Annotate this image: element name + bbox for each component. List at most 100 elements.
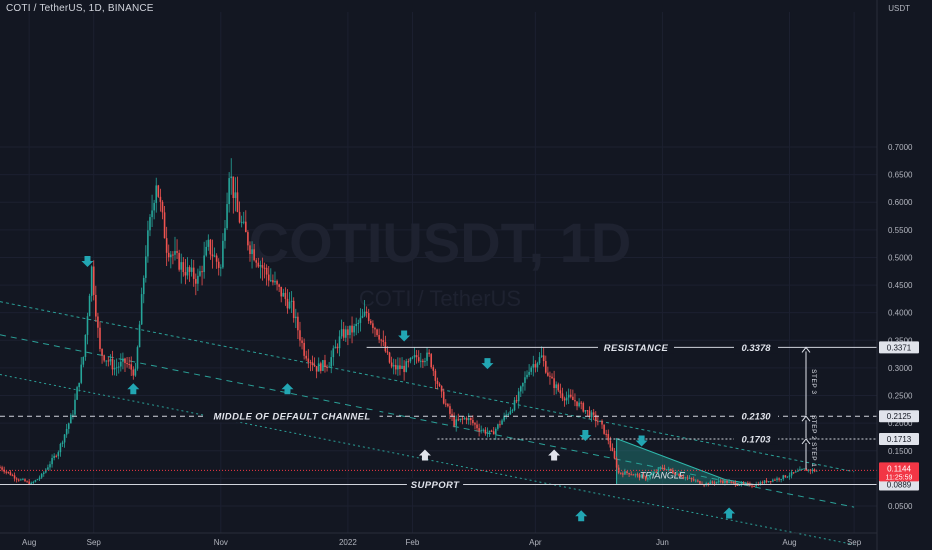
candle-body: [51, 458, 53, 465]
candle-body: [349, 325, 351, 336]
level-price-tag: [879, 410, 919, 423]
candle-body: [299, 330, 301, 341]
step-bracket-arrowhead: [801, 346, 811, 353]
support-label-bg: [406, 478, 464, 491]
candle-body: [615, 458, 618, 468]
candle-body: [120, 361, 122, 367]
candle-body: [165, 238, 168, 253]
candle-body: [474, 423, 476, 425]
candle-body: [678, 473, 680, 477]
axis-unit: USDT: [888, 4, 910, 13]
candle-body: [178, 252, 180, 270]
candle-body: [261, 265, 264, 268]
candle-body: [628, 472, 630, 475]
candle-body: [74, 399, 76, 415]
candle-body: [226, 204, 228, 229]
resistance-value-label: 0.3378: [741, 343, 771, 354]
candle-body: [384, 341, 387, 352]
middle-value-bg: [734, 410, 778, 423]
candle-body: [32, 481, 35, 483]
candle-body: [419, 360, 422, 362]
candle-body: [505, 414, 508, 416]
candle-body: [728, 481, 730, 483]
candle-body: [574, 400, 576, 402]
candle-body: [786, 476, 789, 478]
candle-body: [232, 176, 235, 199]
candle-body: [49, 464, 51, 468]
candle-body: [413, 355, 416, 358]
candle-body: [515, 400, 518, 402]
candle-body: [367, 313, 370, 321]
candle-body: [257, 262, 260, 267]
candle-body: [132, 369, 135, 376]
candle-body: [811, 469, 814, 471]
candle-body: [794, 471, 797, 473]
candle-body: [722, 481, 724, 483]
candle-body: [80, 364, 83, 383]
last-price-value: 0.1144: [887, 464, 911, 473]
time-axis[interactable]: Aug Sep Nov 2022 Feb Apr Jun Aug Sep: [0, 532, 877, 547]
candle-body: [609, 440, 612, 448]
time-tick-label: Sep: [847, 538, 862, 547]
candle-body: [547, 372, 549, 376]
level-price-tag-text: 0.3371: [887, 343, 912, 352]
arrow-up-icon: [418, 449, 431, 461]
price-axis[interactable]: 0.05000.10000.15000.20000.25000.30000.35…: [876, 0, 919, 550]
candle-body: [111, 359, 114, 370]
candle-body: [469, 418, 472, 421]
time-tick-label: Feb: [406, 538, 420, 547]
candle-body: [270, 280, 272, 282]
candle-body: [138, 324, 141, 348]
candle-body: [72, 414, 74, 416]
candle-body: [626, 471, 628, 473]
candle-body: [730, 481, 732, 483]
candle-body: [572, 396, 574, 401]
candle-body: [769, 481, 772, 483]
candle-body: [353, 326, 355, 333]
candle-body: [286, 298, 289, 309]
candle-body: [203, 255, 205, 273]
candle-body: [592, 412, 595, 415]
candle-body: [259, 265, 262, 267]
level-price-tag-text: 0.0889: [887, 481, 912, 490]
candle-body: [569, 394, 572, 397]
candle-body: [372, 323, 374, 328]
candle-body: [807, 469, 810, 471]
time-tick-label: Apr: [529, 538, 542, 547]
candle-body: [799, 469, 801, 471]
price-tick-label: 0.0500: [888, 502, 913, 511]
price-tick-label: 0.4500: [888, 281, 913, 290]
candle-body: [540, 355, 543, 358]
candle-body: [161, 201, 164, 213]
candle-body: [11, 475, 14, 477]
watermark-sub: COTI / TetherUS: [359, 286, 521, 311]
candle-body: [101, 348, 103, 356]
candle-body: [309, 362, 312, 364]
candle-body: [5, 471, 8, 473]
candle-body: [388, 352, 391, 363]
candle-body: [151, 210, 153, 218]
candle-body: [467, 418, 470, 421]
candle-body: [805, 468, 807, 471]
candle-body: [20, 479, 22, 481]
candle-body: [544, 361, 547, 373]
candle-body: [147, 230, 149, 257]
candle-body: [380, 339, 383, 341]
candle-body: [726, 480, 728, 483]
candle-body: [307, 358, 310, 363]
candle-body: [630, 474, 632, 476]
candle-body: [340, 329, 343, 337]
candle-body: [494, 428, 497, 435]
candle-body: [38, 477, 41, 480]
candle-body: [322, 360, 324, 371]
candle-body: [755, 484, 757, 487]
step-label: STEP 2: [810, 415, 817, 440]
arrow-down-icon: [481, 358, 494, 370]
candle-body: [740, 482, 743, 485]
candle-body: [301, 340, 303, 343]
candle-body: [767, 481, 770, 483]
candle-body: [159, 196, 162, 202]
candle-body: [338, 336, 341, 349]
candle-body: [7, 471, 10, 473]
